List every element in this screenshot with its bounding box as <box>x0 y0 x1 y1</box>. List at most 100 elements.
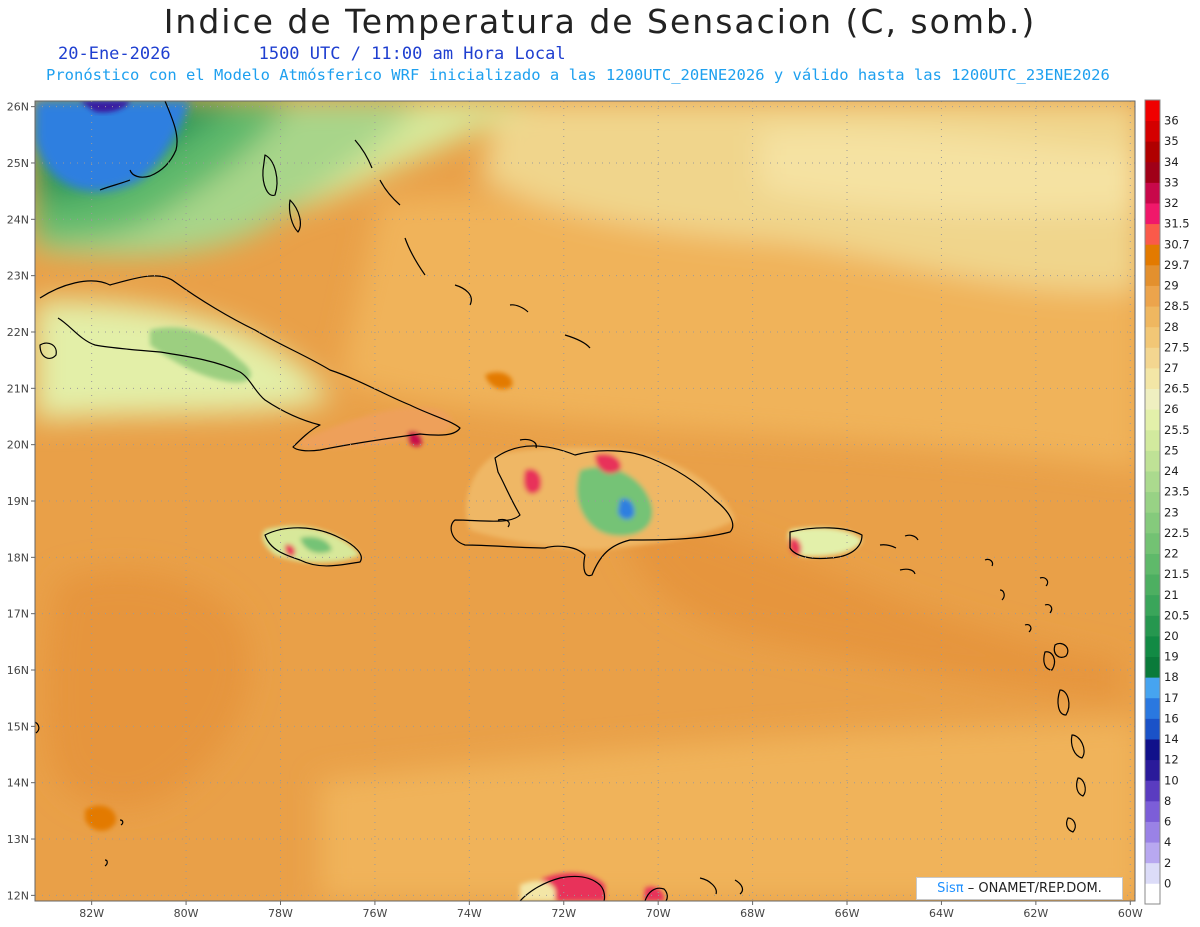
venezuela-heat-patch <box>540 873 605 901</box>
colorbar-label: 18 <box>1164 670 1179 684</box>
north-yellow-highlight <box>760 127 1135 214</box>
colorbar-swatch <box>1145 388 1160 410</box>
colorbar-swatch <box>1145 471 1160 493</box>
colorbar-label: 29 <box>1164 279 1179 293</box>
forecast-date-line: 20-Ene-2026 1500 UTC / 11:00 am Hora Loca… <box>58 44 566 64</box>
lon-tick-label: 80W <box>174 907 199 920</box>
colorbar-label: 23 <box>1164 505 1179 519</box>
colorbar-swatch <box>1145 780 1160 802</box>
jamaica-red-spot <box>284 544 296 557</box>
west-hot-patch <box>44 570 251 808</box>
st-vincent <box>1076 777 1086 797</box>
colorbar-label: 34 <box>1164 155 1179 169</box>
paraguana-heat-patch <box>644 886 665 901</box>
colorbar-swatch <box>1145 161 1160 183</box>
colorbar-swatch <box>1145 429 1160 451</box>
colorbar-label: 6 <box>1164 815 1171 829</box>
lon-tick-label: 76W <box>362 907 387 920</box>
colorbar-label: 4 <box>1164 835 1171 849</box>
florida-blue-cold <box>35 101 190 192</box>
colorbar-label: 16 <box>1164 711 1179 725</box>
colorbar-swatch <box>1145 821 1160 843</box>
lat-tick-label: 21N <box>7 382 29 395</box>
colorbar-swatch <box>1145 450 1160 472</box>
colorbar-swatch <box>1145 491 1160 513</box>
colorbar-label: 28.5 <box>1164 299 1190 313</box>
colorbar-swatch <box>1145 306 1160 328</box>
bahamas-andros <box>262 154 278 196</box>
jamaica-green-core <box>300 536 332 554</box>
colorbar-swatch <box>1145 800 1160 822</box>
colorbar-label: 19 <box>1164 650 1179 664</box>
longitude-labels: 82W 80W 78W 76W 74W 72W 70W 68W 66W 64W 62W 60W <box>79 901 1143 920</box>
inagua <box>564 334 591 349</box>
colorbar-label: 32 <box>1164 196 1179 210</box>
hispaniola-red-spot <box>595 453 621 474</box>
colorbar-label: 26 <box>1164 402 1179 416</box>
colorbar-swatch <box>1145 141 1160 163</box>
cuba-green-patch <box>150 327 251 383</box>
cayman-hot-spot <box>485 372 513 390</box>
map-title: Indice de Temperatura de Sensacion (C, s… <box>163 2 1037 41</box>
valid-time: 1500 UTC / 11:00 am Hora Local <box>258 44 566 64</box>
lat-tick-label: 14N <box>7 777 29 790</box>
credit-organization: – ONAMET/REP.DOM. <box>967 881 1102 896</box>
island-heat-patches <box>85 327 862 901</box>
lat-tick-label: 23N <box>7 270 29 283</box>
bahamas-abaco <box>288 199 301 233</box>
colorbar-swatch <box>1145 594 1160 616</box>
colorbar-swatch <box>1145 883 1160 905</box>
colorbar-label: 2 <box>1164 856 1171 870</box>
florida-coast <box>129 101 178 178</box>
colorbar-swatch <box>1145 244 1160 266</box>
colorbar-swatch <box>1145 574 1160 596</box>
credit-box: Sisπ – ONAMET/REP.DOM. <box>916 877 1123 900</box>
lat-tick-label: 12N <box>7 889 29 902</box>
tortuga <box>519 438 537 449</box>
colorbar-swatch <box>1145 677 1160 699</box>
colorbar-swatch <box>1145 759 1160 781</box>
colorbar-label: 23.5 <box>1164 485 1190 499</box>
bahamas-long <box>404 237 426 276</box>
colorbar-swatch <box>1145 203 1160 225</box>
forecast-date: 20-Ene-2026 <box>58 44 171 64</box>
colorbar-swatch <box>1145 120 1160 142</box>
colorbar-swatch <box>1145 326 1160 348</box>
puerto-rico-coast <box>789 527 863 560</box>
venezuela-pale-patch <box>520 880 555 901</box>
grenada <box>1066 817 1076 833</box>
lat-tick-label: 15N <box>7 720 29 733</box>
guadeloupe <box>1053 642 1069 658</box>
colorbar-label: 24 <box>1164 464 1179 478</box>
colorbar-swatch <box>1145 182 1160 204</box>
lat-tick-label: 22N <box>7 326 29 339</box>
st-lucia <box>1070 734 1085 759</box>
colorbar-label: 12 <box>1164 753 1179 767</box>
hispaniola-blue-spot <box>618 498 635 520</box>
turks-caicos <box>509 304 529 313</box>
latitude-labels: 12N 13N 14N 15N 16N 17N 18N 19N 20N 21N 22N 23N 24N 2… <box>7 101 35 902</box>
colorbar-label: 10 <box>1164 773 1179 787</box>
colorbar-swatch <box>1145 285 1160 307</box>
hispaniola-coast <box>450 445 734 577</box>
colorbar-swatch <box>1145 512 1160 534</box>
colorbar: 02468101214161718192020.52121.52222.5232… <box>1144 99 1190 905</box>
colorbar-label: 20 <box>1164 629 1179 643</box>
graticule <box>35 101 1135 901</box>
coastlines <box>35 101 1086 901</box>
colorbar-frame <box>1144 99 1161 905</box>
jamaica-coast <box>264 527 362 567</box>
lat-tick-label: 13N <box>7 833 29 846</box>
colorbar-label: 30.7 <box>1164 237 1190 251</box>
colorbar-swatch <box>1145 264 1160 286</box>
virgin-islands <box>879 534 919 549</box>
colorbar-swatch <box>1145 842 1160 864</box>
lat-tick-label: 20N <box>7 439 29 452</box>
colorbar-swatch <box>1145 532 1160 554</box>
colorbar-label: 25.5 <box>1164 423 1190 437</box>
san-andres-hot-spot <box>85 805 117 831</box>
colorbar-label: 35 <box>1164 134 1179 148</box>
martinique <box>1057 689 1070 716</box>
east-hot-patch <box>620 500 1120 700</box>
